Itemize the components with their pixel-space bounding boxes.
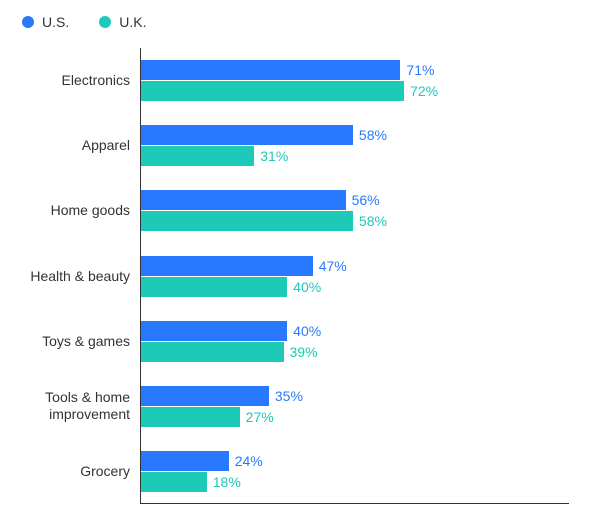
- bar: 40%: [141, 277, 287, 297]
- category-label-row: Toys & games: [20, 309, 140, 374]
- bar: 39%: [141, 342, 284, 362]
- legend-label-us: U.S.: [42, 14, 69, 30]
- bar: 58%: [141, 211, 353, 231]
- bar: 18%: [141, 472, 207, 492]
- bar-value: 47%: [319, 256, 347, 276]
- bar-group: 58%31%: [141, 125, 353, 166]
- category-label-row: Home goods: [20, 178, 140, 243]
- bar-group: 40%39%: [141, 321, 287, 362]
- y-axis-labels: Electronics Apparel Home goods Health & bea…: [20, 48, 140, 504]
- bar-group: 24%18%: [141, 451, 229, 492]
- category-label-row: Tools & home improvement: [20, 374, 140, 439]
- bar: 72%: [141, 81, 404, 101]
- bar-value: 40%: [293, 321, 321, 341]
- bar-value: 71%: [406, 60, 434, 80]
- category-label: Toys & games: [20, 333, 140, 350]
- bar: 24%: [141, 451, 229, 471]
- legend-swatch-us: [22, 16, 34, 28]
- legend-swatch-uk: [99, 16, 111, 28]
- legend: U.S. U.K.: [20, 10, 569, 48]
- bar-value: 58%: [359, 211, 387, 231]
- bar: 56%: [141, 190, 346, 210]
- bar: 40%: [141, 321, 287, 341]
- bar-value: 58%: [359, 125, 387, 145]
- category-label: Grocery: [20, 463, 140, 480]
- bar: 58%: [141, 125, 353, 145]
- category-label: Tools & home improvement: [20, 389, 140, 423]
- bar-group: 47%40%: [141, 256, 313, 297]
- bar-group: 56%58%: [141, 190, 353, 231]
- category-label-row: Electronics: [20, 48, 140, 113]
- bar: 35%: [141, 386, 269, 406]
- bar-value: 56%: [352, 190, 380, 210]
- plot-area: Electronics Apparel Home goods Health & bea…: [20, 48, 569, 504]
- category-label-row: Apparel: [20, 113, 140, 178]
- category-label-row: Grocery: [20, 439, 140, 504]
- grouped-bar-chart: U.S. U.K. Electronics Apparel Home goods He…: [0, 0, 589, 520]
- bar-value: 35%: [275, 386, 303, 406]
- legend-item-uk: U.K.: [99, 14, 146, 30]
- bar-value: 39%: [290, 342, 318, 362]
- bar-value: 27%: [246, 407, 274, 427]
- bar-value: 18%: [213, 472, 241, 492]
- bar: 31%: [141, 146, 254, 166]
- bar-group: 35%27%: [141, 386, 269, 427]
- legend-item-us: U.S.: [22, 14, 69, 30]
- category-label: Health & beauty: [20, 268, 140, 285]
- bar: 47%: [141, 256, 313, 276]
- bar-group: 71%72%: [141, 60, 404, 101]
- bar: 27%: [141, 407, 240, 427]
- category-label: Home goods: [20, 202, 140, 219]
- category-label: Apparel: [20, 137, 140, 154]
- bar-value: 24%: [235, 451, 263, 471]
- bars-area: 71%72%58%31%56%58%47%40%40%39%35%27%24%1…: [140, 48, 569, 504]
- category-label-row: Health & beauty: [20, 243, 140, 308]
- category-label: Electronics: [20, 72, 140, 89]
- bar-value: 40%: [293, 277, 321, 297]
- bar: 71%: [141, 60, 400, 80]
- bar-value: 72%: [410, 81, 438, 101]
- legend-label-uk: U.K.: [119, 14, 146, 30]
- bar-value: 31%: [260, 146, 288, 166]
